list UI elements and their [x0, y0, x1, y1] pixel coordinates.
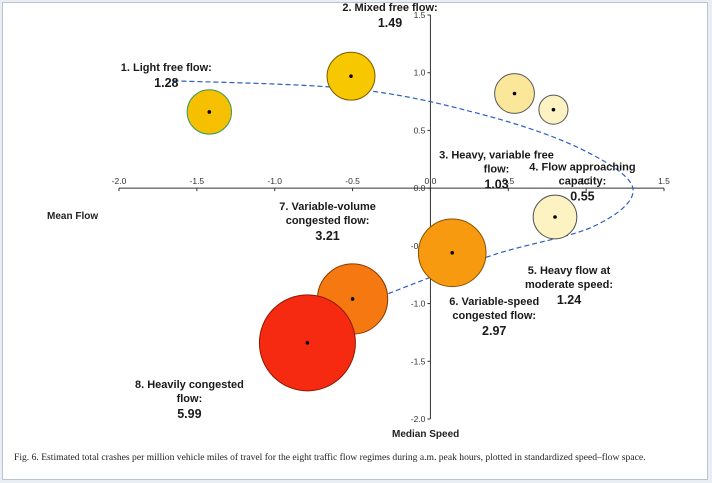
y-tick-label: 0.0	[414, 183, 426, 193]
y-tick-label: 1.0	[414, 68, 426, 78]
bubble-center-dot	[450, 250, 455, 255]
regime-label-line: 6. Variable-speed	[449, 296, 539, 308]
regime-label-line: 4. Flow approaching	[529, 162, 635, 174]
y-tick-label: 0.5	[414, 125, 426, 135]
bubble-center-dot	[305, 341, 310, 345]
y-tick-label: -0.5	[411, 241, 426, 251]
bubble-chart: -2.0 -1.5 -1.0 -0.5 0.0 0.5 1.0 1.5 -2.0 -1.5 -1.0…	[47, 3, 671, 440]
regime-value: 0.55	[570, 190, 594, 204]
regime-label-line: congested flow:	[452, 310, 536, 322]
x-tick-label: -1.5	[190, 176, 205, 186]
label-group: 1. Light free flow: 1.28 2. Mixed free flo…	[121, 3, 636, 421]
figure-caption: Fig. 6. Estimated total crashes per mill…	[14, 452, 646, 463]
y-tick-label: -1.5	[411, 356, 426, 366]
y-tick-label: -1.0	[411, 299, 426, 309]
regime-value: 1.24	[557, 293, 581, 307]
regime-value: 2.97	[482, 324, 506, 338]
bubble-center-dot	[553, 215, 557, 219]
bubble-group	[186, 51, 578, 392]
regime-label-line: 2. Mixed free flow:	[342, 3, 437, 14]
regime-label-line: 8. Heavily congested	[135, 379, 244, 391]
x-axis-title: Mean Flow	[47, 211, 98, 222]
x-tick-label: 0.5	[502, 176, 514, 186]
x-tick-label: -2.0	[112, 176, 127, 186]
regime-label-line: flow:	[484, 163, 510, 175]
x-tick-label: 1.0	[580, 176, 592, 186]
regime-label-line: flow:	[177, 393, 203, 405]
y-axis-title: Median Speed	[392, 429, 459, 440]
tick-group: -2.0 -1.5 -1.0 -0.5 0.0 0.5 1.0 1.5 -2.0 -1.5 -1.0…	[112, 10, 671, 424]
bubble-center-dot	[349, 74, 353, 78]
regime-label-line: 5. Heavy flow at	[528, 265, 611, 277]
regime-value: 3.21	[315, 229, 339, 243]
y-tick-label: -2.0	[411, 414, 426, 424]
regime-value: 1.03	[484, 177, 508, 191]
bubble-center-dot	[207, 110, 212, 114]
bubble-center-dot	[512, 91, 517, 96]
regime-value: 5.99	[177, 407, 201, 421]
x-tick-label: -1.0	[267, 176, 282, 186]
regime-label-line: 3. Heavy, variable free	[439, 149, 554, 161]
trend-curve	[173, 80, 634, 339]
regime-label-line: capacity:	[559, 176, 607, 188]
regime-label-line: congested flow:	[286, 215, 370, 227]
regime-label-line: moderate speed:	[525, 279, 613, 291]
axes	[119, 15, 664, 419]
regime-label-line: 7. Variable-volume	[279, 201, 376, 213]
x-tick-label: 0.0	[425, 176, 437, 186]
bubble-center-dot	[551, 107, 556, 112]
y-tick-label: 1.5	[414, 10, 426, 20]
regime-label-line: 1. Light free flow:	[121, 62, 212, 74]
regime-value: 1.28	[154, 76, 178, 90]
x-tick-label: 1.5	[658, 176, 670, 186]
x-tick-label: -0.5	[345, 176, 360, 186]
bubble-center-dot	[350, 297, 355, 301]
regime-value: 1.49	[378, 16, 402, 30]
